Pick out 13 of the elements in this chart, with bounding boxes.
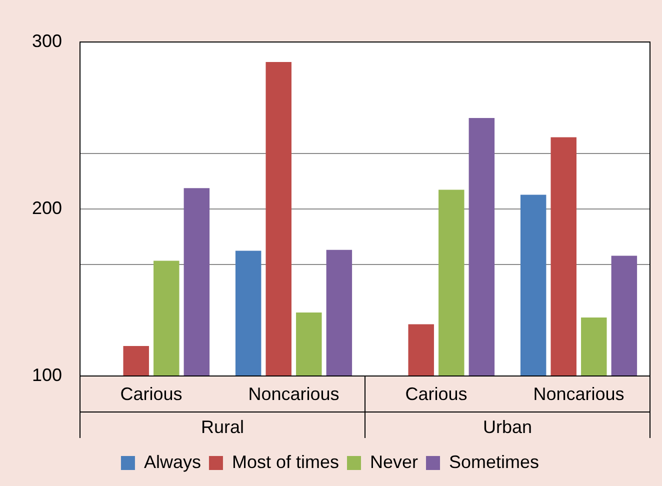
legend-label: Sometimes xyxy=(449,452,540,472)
text: Rural xyxy=(200,416,244,437)
x-tick-label: Noncarious xyxy=(533,384,624,404)
x-tick-label: Carious xyxy=(405,384,468,404)
legend-label: Most of times xyxy=(232,452,340,472)
y-tick-label: 100 xyxy=(32,364,62,385)
x-tick-label: Noncarious xyxy=(248,384,340,404)
legend-label: Never xyxy=(370,452,418,472)
y-tick-label: 300 xyxy=(32,30,62,51)
text: Urban xyxy=(482,416,532,437)
legend-label: Always xyxy=(144,452,201,472)
x-tick-label: Carious xyxy=(120,384,182,404)
y-tick-label: 200 xyxy=(32,198,62,218)
